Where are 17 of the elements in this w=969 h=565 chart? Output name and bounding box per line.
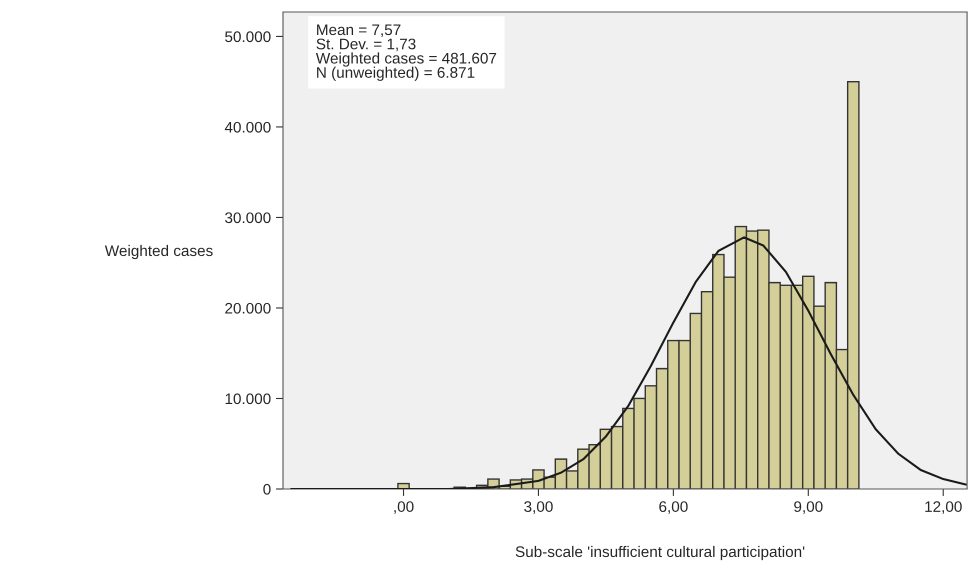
y-tick-label: 0 (263, 484, 271, 495)
y-tick-label: 30.000 (225, 212, 271, 224)
y-tick-label: 40.000 (224, 122, 271, 133)
annotation: N (unweighted) = 6.871 (317, 66, 474, 81)
y-axis-title: Weighted cases (104, 244, 213, 260)
x-tick-label: ,00 (394, 501, 414, 514)
y-tick-label: 20.000 (225, 302, 271, 314)
y-tick-label: 10.000 (226, 393, 271, 404)
annotation: St. Dev. = 1,73 (316, 38, 416, 52)
annotation: Mean = 7,57 (317, 24, 400, 37)
x-tick-label: 3,00 (524, 501, 553, 514)
x-tick-label: 9,00 (794, 501, 823, 514)
x-tick-label: 12,00 (925, 501, 962, 514)
x-tick-label: 6,00 (659, 501, 688, 514)
x-axis-title: Sub-scale 'insufficient cultural participation' (516, 546, 804, 560)
annotation: Weighted cases = 481.607 (316, 52, 496, 67)
y-tick-label: 50.000 (225, 31, 271, 42)
